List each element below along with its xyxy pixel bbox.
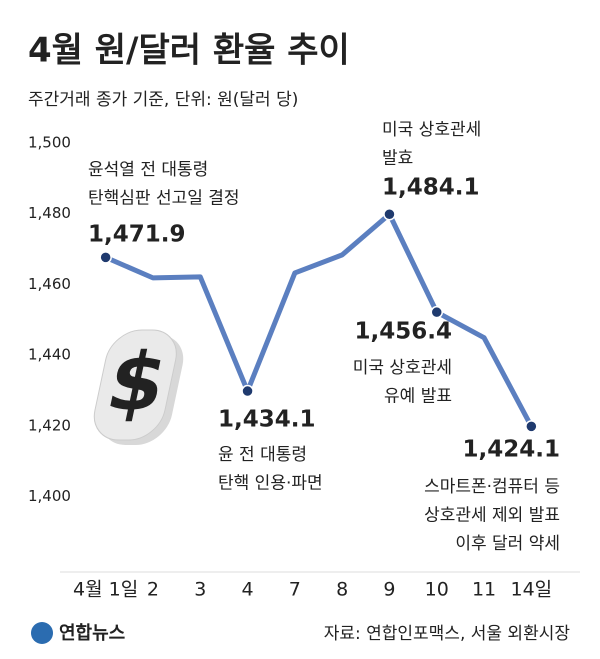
- source: 자료: 연합인포맥스, 서울 외환시장: [324, 624, 571, 644]
- x-tick-label: 4: [242, 579, 254, 601]
- data-point: [241, 384, 254, 398]
- value-label: 1,484.1: [382, 175, 480, 201]
- data-line: [104, 211, 534, 428]
- x-tick-label: 4월 1일: [73, 579, 138, 601]
- data-point: [99, 251, 112, 264]
- data-point: [383, 207, 396, 221]
- dollar-icon: $: [93, 329, 184, 445]
- x-tick-label: 8: [336, 579, 348, 601]
- annotation: 탄핵 인용·파면: [218, 474, 323, 494]
- chart-title: 4월 원/달러 환율 추이: [28, 31, 350, 71]
- value-label: 1,456.4: [355, 319, 453, 345]
- annotation: 유예 발표: [384, 387, 452, 407]
- annotation: 탄핵심판 선고일 결정: [88, 189, 240, 209]
- annotation: 윤석열 전 대통령: [88, 160, 208, 180]
- x-tick-label: 10: [425, 579, 449, 601]
- y-tick-label: 1,480: [28, 204, 71, 222]
- value-label: 1,434.1: [218, 407, 316, 433]
- x-tick-label: 2: [147, 579, 159, 601]
- annotation: 미국 상호관세: [353, 358, 452, 378]
- y-tick-label: 1,460: [28, 275, 71, 293]
- data-point: [525, 420, 538, 433]
- y-tick-label: 1,400: [28, 487, 71, 505]
- x-tick-label: 11: [472, 579, 496, 601]
- x-tick-label: 7: [289, 579, 301, 601]
- x-tick-label: 9: [383, 579, 395, 601]
- value-label: 1,471.9: [88, 222, 186, 248]
- logo: 연합뉴스: [31, 622, 125, 644]
- y-tick-label: 1,420: [28, 416, 71, 434]
- annotation: 발효: [382, 149, 413, 169]
- annotation: 이후 달러 약세: [455, 534, 560, 554]
- chart-subtitle: 주간거래 종가 기준, 단위: 원(달러 당): [28, 90, 298, 110]
- annotation: 상호관세 제외 발표: [424, 506, 560, 526]
- x-tick-label: 3: [194, 579, 206, 601]
- y-tick-label: 1,440: [28, 346, 71, 364]
- annotation: 윤 전 대통령: [218, 445, 307, 465]
- logo-text: 연합뉴스: [59, 622, 125, 644]
- y-tick-label: 1,500: [28, 134, 71, 152]
- value-label: 1,424.1: [463, 437, 561, 463]
- x-tick-label: 14일: [511, 579, 553, 601]
- annotation: 미국 상호관세: [382, 120, 481, 140]
- data-point: [430, 305, 443, 319]
- annotation: 스마트폰·컴퓨터 등: [424, 477, 560, 497]
